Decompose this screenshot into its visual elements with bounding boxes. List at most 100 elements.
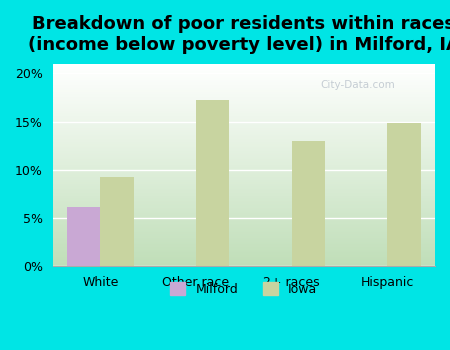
Bar [53,212,435,214]
Bar [53,232,435,234]
Bar [53,189,435,191]
Bar [53,100,435,102]
Bar [53,185,435,187]
Bar [53,84,435,85]
Bar [53,188,435,189]
Bar [53,114,435,115]
Bar [53,76,435,77]
Bar [53,130,435,131]
Bar [53,111,435,112]
Bar [53,73,435,75]
Bar [53,162,435,164]
Legend: Milford, Iowa: Milford, Iowa [165,277,322,301]
Bar [53,203,435,204]
Bar [53,243,435,245]
Bar [53,173,435,175]
Bar [53,145,435,146]
Bar [53,103,435,104]
Bar [53,199,435,200]
Bar [53,194,435,195]
Bar [53,89,435,91]
Bar [53,66,435,68]
Bar [53,178,435,180]
Bar [53,220,435,222]
Bar [53,172,435,173]
Bar [53,210,435,211]
Bar [53,214,435,215]
Bar [53,170,435,172]
Bar [53,123,435,125]
Bar [53,258,435,260]
Bar [53,224,435,226]
Bar [53,222,435,223]
Bar [53,191,435,192]
Bar [53,239,435,241]
Bar [53,92,435,93]
Bar [53,249,435,250]
Bar [53,135,435,137]
Bar [53,149,435,150]
Bar [53,141,435,142]
Bar [53,91,435,92]
Bar [53,250,435,252]
Bar [53,180,435,181]
Bar [53,108,435,110]
Bar [53,169,435,170]
Bar [53,118,435,119]
Bar [53,202,435,203]
Bar [53,125,435,126]
Bar [53,175,435,176]
Bar [53,183,435,184]
Bar [53,166,435,168]
Bar [53,138,435,139]
Bar [53,264,435,265]
Bar [53,196,435,197]
Bar [196,100,230,266]
Bar [53,65,435,66]
Bar [53,131,435,133]
Bar [53,223,435,224]
Bar [53,87,435,88]
Bar [53,152,435,153]
Bar [53,177,435,178]
Bar [53,229,435,230]
Bar [53,85,435,87]
Bar [53,215,435,216]
Bar [53,260,435,261]
Bar [53,242,435,243]
Bar [53,181,435,183]
Bar [53,160,435,161]
Bar [53,245,435,246]
Bar [53,80,435,81]
Bar [53,106,435,107]
Bar [53,247,435,249]
Bar [53,122,435,123]
Bar [53,81,435,83]
Bar [53,127,435,128]
Bar [53,230,435,231]
Bar [53,176,435,177]
Bar [53,227,435,229]
Bar [292,141,325,266]
Bar [53,246,435,247]
Bar [53,208,435,210]
Bar [53,75,435,76]
Bar [53,99,435,100]
Bar [53,253,435,254]
Bar [53,235,435,237]
Bar [53,102,435,103]
Bar [53,93,435,95]
Bar [53,88,435,89]
Bar [53,77,435,78]
Bar [53,72,435,73]
Bar [53,115,435,117]
Bar [53,133,435,134]
Bar [53,195,435,196]
Bar [53,165,435,166]
Bar [53,211,435,212]
Bar [53,96,435,97]
Title: Breakdown of poor residents within races
(income below poverty level) in Milford: Breakdown of poor residents within races… [28,15,450,54]
Bar [53,187,435,188]
Bar [53,119,435,120]
Bar [53,204,435,205]
